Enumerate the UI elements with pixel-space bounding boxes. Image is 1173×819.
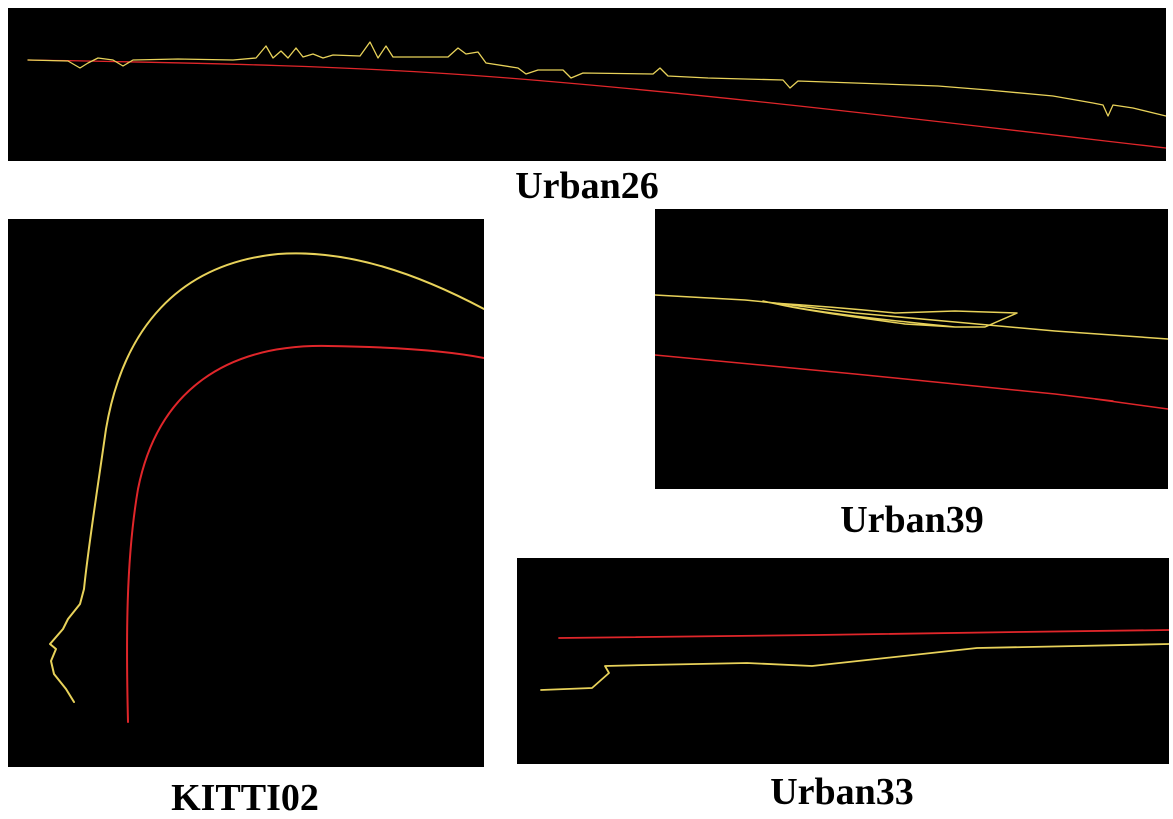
estimated-trajectory-loop-urban39 [762,300,1018,328]
panel-caption-urban33: Urban33 [770,771,914,813]
panel-caption-urban39: Urban39 [840,499,984,541]
estimated-trajectory-kitti02 [49,252,484,703]
trajectory-plot-urban33 [540,629,1169,691]
estimated-trajectory-urban33 [540,643,1169,691]
ground-truth-trajectory-urban26 [27,59,1166,149]
estimated-trajectory-urban26 [27,41,1166,117]
panel-caption-kitti02: KITTI02 [171,777,319,819]
estimated-trajectory-urban39 [655,294,1168,340]
trajectory-plot-urban26 [27,41,1166,149]
panel-caption-urban26: Urban26 [515,165,659,207]
ground-truth-trajectory-urban33 [558,629,1169,639]
trajectory-panel-urban39 [655,209,1168,489]
trajectory-plot-urban39 [655,294,1168,410]
trajectory-panel-urban33 [517,558,1169,764]
trajectory-panel-kitti02 [8,219,484,767]
trajectory-panel-urban26 [8,8,1166,161]
ground-truth-trajectory-kitti02 [126,344,484,723]
trajectory-plot-kitti02 [49,252,484,723]
ground-truth-trajectory-urban39 [655,354,1168,410]
